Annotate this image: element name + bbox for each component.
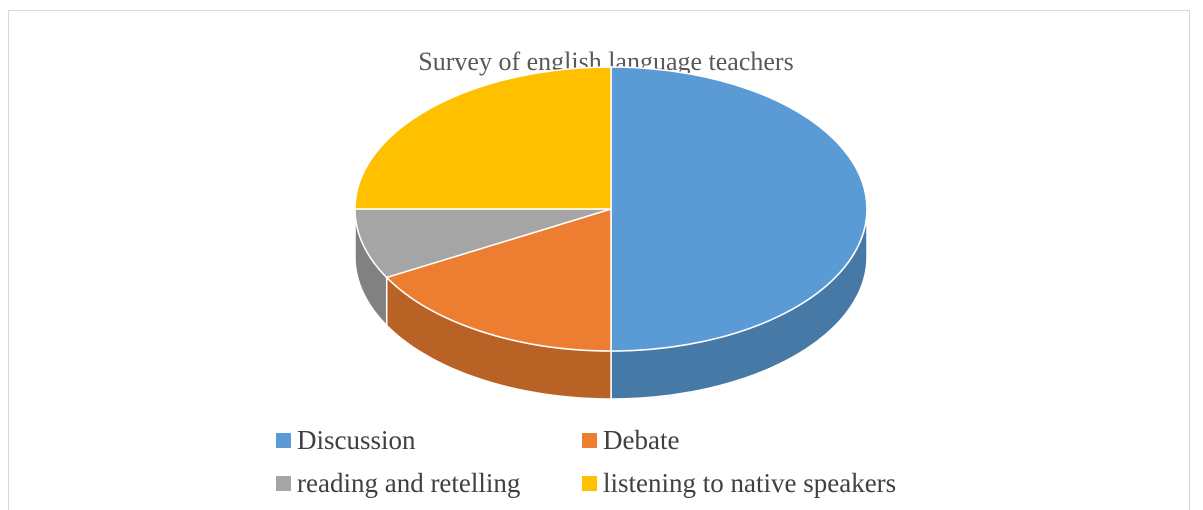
pie-slice-debate <box>385 207 612 352</box>
pie-slice-listening-to-native-speakers <box>354 66 612 210</box>
legend-item-listening-to-native-speakers: listening to native speakers <box>582 468 896 498</box>
legend-label: listening to native speakers <box>603 468 896 498</box>
legend-swatch <box>276 476 291 491</box>
legend-label: Discussion <box>297 425 416 455</box>
pie-slice-reading-and-retelling <box>354 208 612 279</box>
legend-swatch <box>582 476 597 491</box>
pie-slice-discussion <box>610 66 868 352</box>
legend-item-reading-and-retelling: reading and retelling <box>276 468 520 498</box>
legend-item-discussion: Discussion <box>276 425 416 455</box>
pie-plot <box>354 66 868 400</box>
legend-label: Debate <box>603 425 679 455</box>
legend-swatch <box>582 433 597 448</box>
legend-swatch <box>276 433 291 448</box>
legend-label: reading and retelling <box>297 468 520 498</box>
legend-item-debate: Debate <box>582 425 679 455</box>
chart-frame <box>8 10 1190 510</box>
legend: Discussion Debate reading and retelling lis… <box>276 425 896 498</box>
